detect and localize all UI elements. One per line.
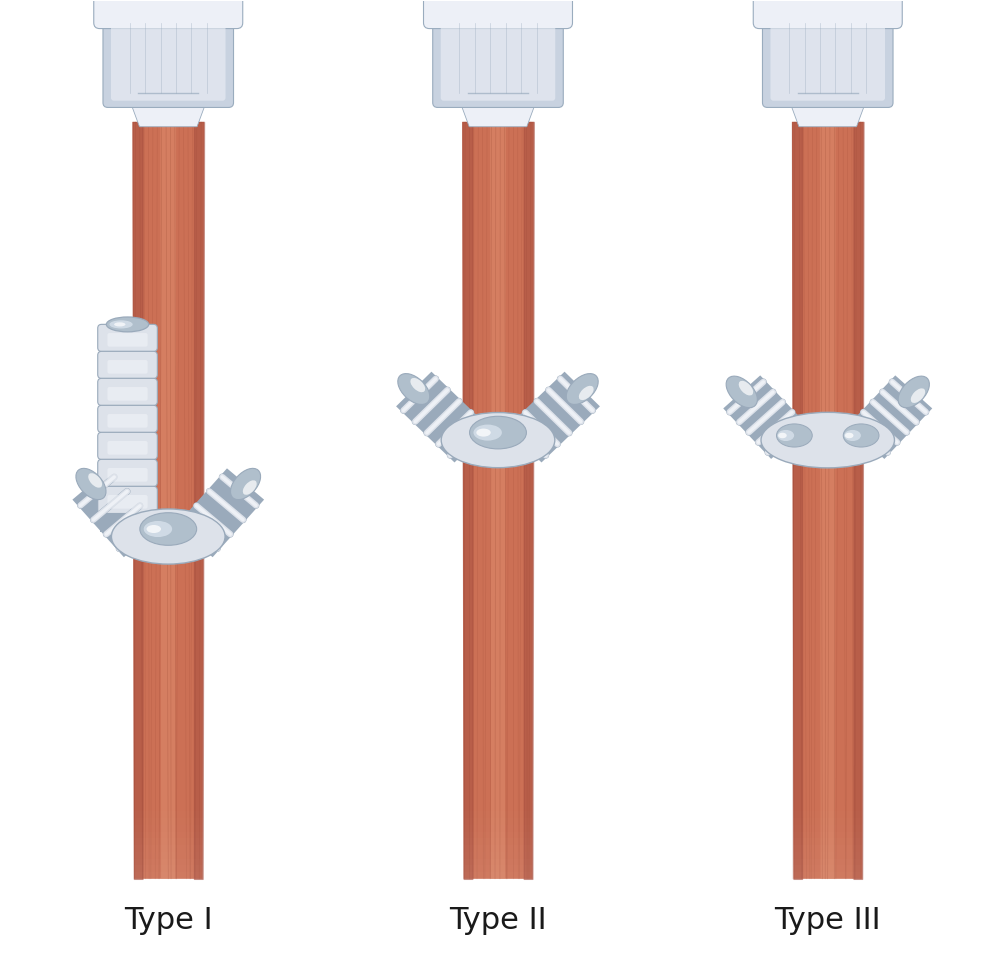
FancyBboxPatch shape: [753, 0, 902, 29]
FancyBboxPatch shape: [98, 459, 157, 486]
Ellipse shape: [726, 376, 757, 408]
FancyBboxPatch shape: [771, 15, 885, 101]
Polygon shape: [794, 872, 863, 879]
FancyBboxPatch shape: [108, 333, 147, 346]
Ellipse shape: [397, 373, 429, 404]
FancyBboxPatch shape: [763, 9, 893, 107]
Ellipse shape: [778, 430, 794, 441]
FancyBboxPatch shape: [98, 432, 157, 459]
Ellipse shape: [845, 430, 861, 441]
Ellipse shape: [778, 432, 787, 438]
FancyBboxPatch shape: [108, 387, 147, 400]
Ellipse shape: [473, 425, 502, 441]
Ellipse shape: [844, 424, 879, 447]
Polygon shape: [133, 859, 202, 865]
Polygon shape: [132, 122, 204, 879]
Ellipse shape: [146, 525, 161, 533]
Ellipse shape: [76, 468, 106, 500]
Ellipse shape: [476, 428, 491, 436]
Polygon shape: [460, 103, 536, 127]
Polygon shape: [130, 103, 206, 127]
FancyBboxPatch shape: [98, 351, 157, 378]
Ellipse shape: [567, 373, 599, 404]
Polygon shape: [723, 375, 808, 459]
FancyBboxPatch shape: [432, 9, 564, 107]
Ellipse shape: [898, 376, 929, 408]
FancyBboxPatch shape: [108, 441, 147, 454]
Polygon shape: [73, 468, 161, 557]
Ellipse shape: [410, 378, 425, 393]
Polygon shape: [792, 122, 864, 879]
FancyBboxPatch shape: [108, 360, 147, 373]
Polygon shape: [506, 371, 600, 462]
FancyBboxPatch shape: [108, 495, 147, 509]
Ellipse shape: [107, 317, 148, 332]
Text: Type I: Type I: [124, 906, 212, 935]
Ellipse shape: [579, 386, 594, 400]
FancyBboxPatch shape: [98, 405, 157, 432]
Ellipse shape: [777, 424, 813, 447]
FancyBboxPatch shape: [98, 378, 157, 405]
Ellipse shape: [110, 320, 132, 329]
Ellipse shape: [230, 468, 261, 500]
Polygon shape: [820, 122, 836, 879]
Text: Type II: Type II: [449, 906, 547, 935]
Ellipse shape: [739, 381, 753, 396]
FancyBboxPatch shape: [111, 15, 225, 101]
Polygon shape: [396, 371, 490, 462]
Polygon shape: [464, 859, 532, 865]
FancyBboxPatch shape: [423, 0, 573, 29]
Ellipse shape: [139, 513, 196, 545]
FancyBboxPatch shape: [441, 15, 555, 101]
FancyBboxPatch shape: [103, 9, 233, 107]
FancyBboxPatch shape: [98, 324, 157, 351]
Polygon shape: [464, 872, 532, 879]
FancyBboxPatch shape: [108, 468, 147, 482]
Polygon shape: [160, 122, 176, 879]
Polygon shape: [101, 324, 154, 532]
Ellipse shape: [243, 481, 257, 495]
Ellipse shape: [89, 473, 103, 487]
Ellipse shape: [115, 322, 125, 327]
Polygon shape: [175, 468, 264, 557]
Ellipse shape: [112, 509, 225, 564]
Ellipse shape: [469, 417, 527, 449]
Polygon shape: [848, 375, 932, 459]
Polygon shape: [464, 865, 532, 872]
FancyBboxPatch shape: [108, 414, 147, 427]
FancyBboxPatch shape: [98, 486, 157, 513]
Polygon shape: [490, 122, 506, 879]
Ellipse shape: [910, 389, 925, 403]
FancyBboxPatch shape: [94, 0, 243, 29]
Polygon shape: [794, 865, 863, 872]
Ellipse shape: [761, 412, 894, 468]
Polygon shape: [462, 122, 534, 879]
Text: Type III: Type III: [775, 906, 881, 935]
Ellipse shape: [143, 521, 172, 537]
Ellipse shape: [845, 432, 854, 438]
Polygon shape: [133, 865, 202, 872]
Polygon shape: [794, 859, 863, 865]
Polygon shape: [790, 103, 866, 127]
Ellipse shape: [441, 413, 555, 468]
Polygon shape: [133, 872, 202, 879]
